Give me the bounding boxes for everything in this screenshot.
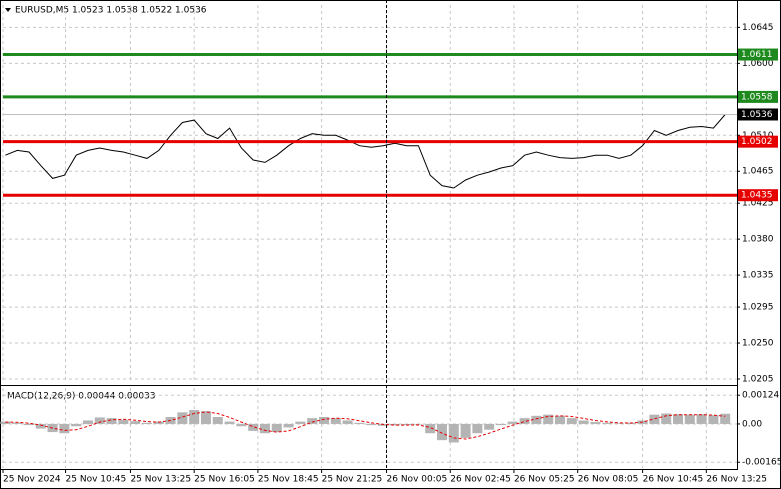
macd-bar	[59, 423, 70, 434]
level-label-box	[738, 189, 778, 202]
macd-bar	[71, 423, 82, 427]
macd-bar	[189, 410, 200, 424]
macd-bar	[177, 412, 188, 424]
y-tick-label: 0.00124	[742, 391, 779, 401]
macd-bar	[484, 423, 495, 430]
y-tick-label: 1.0425	[742, 199, 774, 209]
macd-bar	[271, 423, 282, 433]
macd-bar	[342, 420, 353, 424]
menu-icon	[5, 8, 11, 12]
macd-bar	[448, 423, 459, 443]
macd-bar	[212, 416, 223, 424]
macd-bar	[106, 418, 117, 424]
x-tick-label: 26 Nov 13:25	[706, 475, 767, 485]
macd-bar	[578, 420, 589, 424]
macd-bar	[354, 422, 365, 424]
macd-bar	[389, 423, 400, 426]
macd-bar	[236, 423, 247, 427]
macd-bar	[23, 423, 34, 426]
macd-bar	[495, 423, 506, 426]
x-tick-label: 25 Nov 13:25	[130, 475, 191, 485]
macd-title: MACD(12,26,9) 0.00044 0.00033	[7, 392, 156, 402]
macd-bar	[613, 423, 624, 424]
macd-bar	[696, 414, 707, 424]
macd-bar	[283, 423, 294, 428]
x-tick-label: 25 Nov 16:05	[194, 475, 255, 485]
macd-bar	[543, 414, 554, 424]
level-label-box	[738, 90, 778, 103]
level-label: 1.0558	[741, 92, 773, 102]
y-tick-label: 1.0600	[742, 59, 774, 69]
price-label: 1.0536	[741, 110, 773, 120]
macd-bar	[94, 417, 105, 424]
x-tick-label: 25 Nov 21:25	[322, 475, 383, 485]
y-tick-label: 1.0250	[742, 339, 774, 349]
macd-bar	[118, 419, 129, 424]
macd-bar	[200, 411, 211, 424]
macd-bar	[672, 414, 683, 424]
macd-bar	[248, 423, 259, 431]
y-tick-label: 1.0295	[742, 303, 774, 313]
x-tick-label: 25 Nov 18:45	[258, 475, 319, 485]
level-label: 1.0435	[741, 191, 773, 201]
macd-bar	[436, 423, 447, 441]
x-tick-label: 26 Nov 08:05	[578, 475, 639, 485]
macd-bar	[460, 423, 471, 438]
macd-bar	[684, 414, 695, 424]
y-tick-label: 1.0380	[742, 235, 774, 245]
macd-bar	[590, 422, 601, 424]
macd-bar	[224, 421, 235, 424]
y-tick-label: 1.0205	[742, 375, 774, 385]
y-tick-label: 0.00	[742, 419, 762, 429]
macd-bar	[554, 415, 565, 424]
level-label: 1.0502	[741, 137, 773, 147]
macd-bar	[153, 421, 164, 424]
price-line	[5, 114, 726, 189]
macd-bar	[708, 415, 719, 424]
macd-bar	[519, 418, 530, 424]
macd-bar	[130, 421, 141, 424]
macd-bar	[720, 413, 731, 424]
x-tick-label: 25 Nov 10:45	[66, 475, 127, 485]
macd-bar	[531, 415, 542, 424]
macd-bar	[602, 422, 613, 424]
y-tick-label: 1.0465	[742, 167, 774, 177]
y-tick-label: -0.00165	[742, 458, 781, 468]
chart-title: EURUSD,M5 1.0523 1.0538 1.0522 1.0536	[15, 6, 207, 16]
level-label-box	[738, 135, 778, 148]
x-tick-label: 26 Nov 05:25	[514, 475, 575, 485]
macd-bar	[507, 421, 518, 424]
y-tick-label: 1.0645	[742, 23, 774, 33]
x-tick-label: 26 Nov 00:05	[387, 475, 448, 485]
macd-bar	[413, 423, 424, 425]
x-tick-label: 26 Nov 02:45	[450, 475, 511, 485]
macd-bar	[12, 422, 23, 424]
x-tick-label: 25 Nov 2024	[3, 475, 61, 485]
macd-bar	[401, 423, 412, 426]
price-label-box	[738, 108, 778, 121]
macd-bar	[472, 423, 483, 434]
macd-bar	[35, 423, 46, 429]
macd-bar	[330, 418, 341, 424]
macd-bar	[295, 421, 306, 424]
macd-bar	[82, 420, 93, 424]
macd-bar	[318, 416, 329, 424]
macd-bar	[649, 414, 660, 424]
macd-bar	[259, 423, 270, 434]
macd-bar	[425, 423, 436, 434]
macd-bar	[661, 413, 672, 424]
signal-line	[5, 411, 726, 440]
y-tick-label: 1.0335	[742, 271, 774, 281]
x-tick-label: 26 Nov 10:45	[643, 475, 704, 485]
macd-bar	[0, 421, 11, 424]
macd-bar	[566, 418, 577, 424]
macd-bar	[307, 418, 318, 424]
level-label: 1.0611	[741, 50, 773, 60]
level-label-box	[738, 48, 778, 61]
macd-bar	[366, 423, 377, 426]
macd-bar	[141, 422, 152, 424]
